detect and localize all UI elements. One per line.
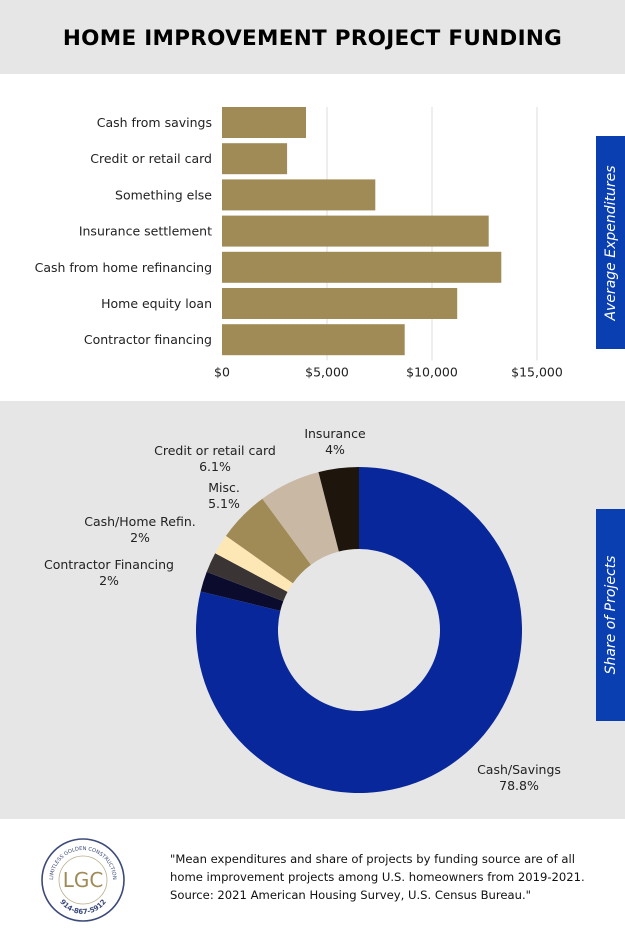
average-expenditures-label: Average Expenditures (602, 164, 619, 321)
bar-cash-from-savings (222, 107, 306, 138)
average-expenditures-tab: Average Expenditures (596, 136, 625, 349)
bar-credit-or-retail-card (222, 143, 288, 175)
bar-something-else (222, 179, 376, 211)
slice-unlabeled (206, 553, 288, 602)
slice-label: Cash/Savings (477, 762, 561, 777)
slice-value-label: 2% (99, 573, 119, 588)
slice-label: Contractor Financing (44, 557, 174, 572)
slice-credit-or-retail-card (262, 472, 339, 565)
slice-value-label: 78.8% (499, 778, 539, 793)
slice-label: Insurance (304, 426, 366, 441)
slice-value-label: 2% (130, 530, 150, 545)
category-label: Cash from savings (97, 115, 212, 130)
slice-value-label: 6.1% (199, 459, 231, 474)
category-label: Cash from home refinancing (35, 260, 212, 275)
page-title: HOME IMPROVEMENT PROJECT FUNDING (62, 26, 563, 51)
slice-value-label: 5.1% (208, 496, 240, 511)
company-logo: LIMITLESS GOLDEN CONSTRUCTION 914-867-59… (41, 838, 125, 922)
bar-contractor-financing (222, 324, 405, 356)
bar-cash-from-home-refinancing (222, 251, 502, 283)
slice-insurance (318, 467, 359, 552)
slice-misc (225, 498, 311, 584)
slice-cash-home-refin (215, 535, 293, 592)
share-of-projects-label: Share of Projects (602, 555, 619, 675)
category-label: Credit or retail card (90, 151, 212, 166)
x-tick-label: $0 (214, 364, 230, 379)
slice-label: Credit or retail card (154, 443, 276, 458)
share-of-projects-tab: Share of Projects (596, 509, 625, 721)
bar-home-equity-loan (222, 288, 458, 319)
header: HOME IMPROVEMENT PROJECT FUNDING (0, 0, 625, 74)
x-tick-label: $5,000 (305, 364, 349, 379)
slice-label: Cash/Home Refin. (84, 514, 196, 529)
category-label: Something else (115, 187, 212, 202)
category-label: Contractor financing (84, 332, 212, 347)
bar-chart-section: $0 $5,000 $10,000 $15,000 Cash from savings C… (0, 74, 625, 401)
slice-contractor-financing (200, 571, 284, 611)
slice-value-label: 4% (325, 442, 345, 457)
x-tick-label: $15,000 (511, 364, 563, 379)
footer: LIMITLESS GOLDEN CONSTRUCTION 914-867-59… (0, 819, 625, 938)
bar-chart: $0 $5,000 $10,000 $15,000 Cash from savings C… (35, 107, 563, 379)
slice-label: Misc. (208, 480, 240, 495)
bar-insurance-settlement (222, 215, 489, 247)
slice-cash-savings (196, 467, 523, 793)
pie-chart-section: Cash/Savings 78.8% Contractor Financing 2% C… (0, 401, 625, 819)
logo-letters: LGC (63, 868, 104, 892)
source-note: "Mean expenditures and share of projects… (170, 852, 585, 902)
category-label: Insurance settlement (79, 224, 212, 239)
category-label: Home equity loan (101, 296, 212, 311)
x-tick-label: $10,000 (406, 364, 458, 379)
